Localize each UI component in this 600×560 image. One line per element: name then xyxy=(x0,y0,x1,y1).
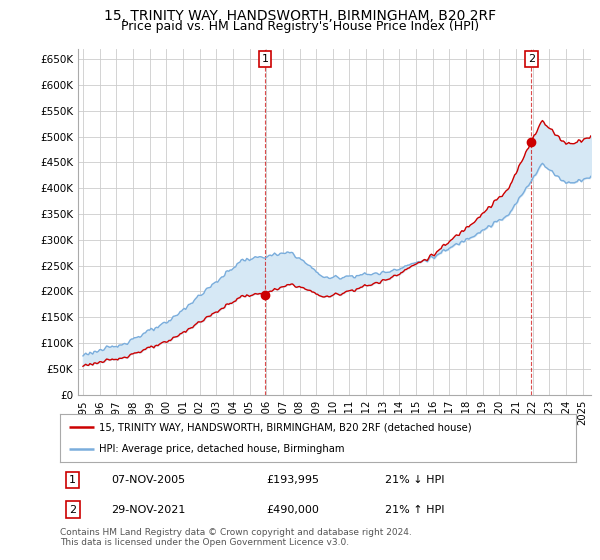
Text: Contains HM Land Registry data © Crown copyright and database right 2024.
This d: Contains HM Land Registry data © Crown c… xyxy=(60,528,412,547)
Text: 21% ↑ HPI: 21% ↑ HPI xyxy=(385,505,445,515)
Text: 07-NOV-2005: 07-NOV-2005 xyxy=(112,475,186,485)
Text: HPI: Average price, detached house, Birmingham: HPI: Average price, detached house, Birm… xyxy=(98,444,344,454)
Text: £193,995: £193,995 xyxy=(266,475,319,485)
Text: 1: 1 xyxy=(262,54,268,64)
Text: 2: 2 xyxy=(528,54,535,64)
Text: 21% ↓ HPI: 21% ↓ HPI xyxy=(385,475,445,485)
Text: 29-NOV-2021: 29-NOV-2021 xyxy=(112,505,186,515)
Text: 15, TRINITY WAY, HANDSWORTH, BIRMINGHAM, B20 2RF: 15, TRINITY WAY, HANDSWORTH, BIRMINGHAM,… xyxy=(104,9,496,23)
Text: £490,000: £490,000 xyxy=(266,505,319,515)
Text: 2: 2 xyxy=(69,505,76,515)
Text: Price paid vs. HM Land Registry's House Price Index (HPI): Price paid vs. HM Land Registry's House … xyxy=(121,20,479,33)
Text: 15, TRINITY WAY, HANDSWORTH, BIRMINGHAM, B20 2RF (detached house): 15, TRINITY WAY, HANDSWORTH, BIRMINGHAM,… xyxy=(98,422,472,432)
Text: 1: 1 xyxy=(69,475,76,485)
